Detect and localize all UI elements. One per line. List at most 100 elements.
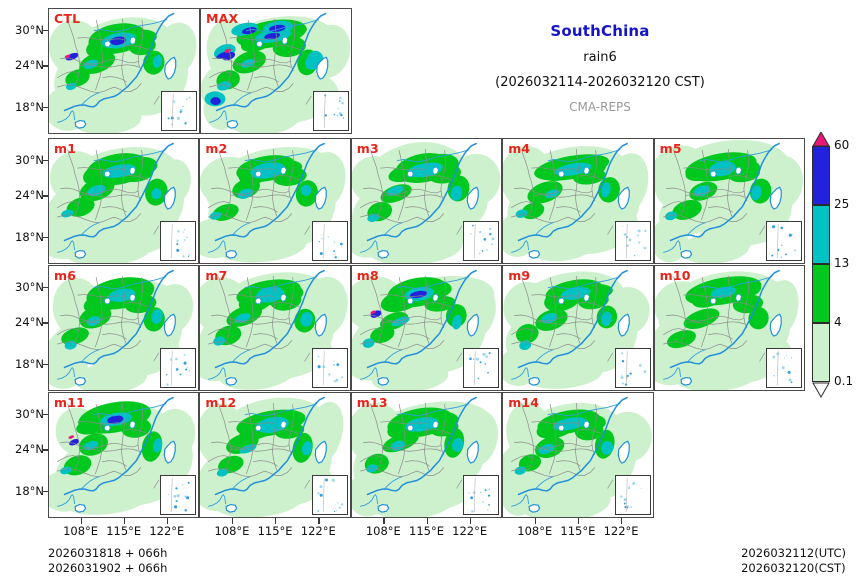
region-title: SouthChina <box>550 22 650 40</box>
panel-m14[interactable]: m14 <box>502 392 654 518</box>
south-sea-inset <box>160 221 197 261</box>
y-axis-tick-label: 18°N <box>15 229 44 244</box>
footer-left-line2: 2026031902 + 066h <box>48 561 168 575</box>
precip-map <box>200 396 344 517</box>
precip-map <box>49 142 191 263</box>
y-axis-tick-label: 24°N <box>15 442 44 457</box>
y-axis-tick <box>42 236 48 239</box>
precip-map <box>503 142 649 262</box>
panel-m13[interactable]: m13 <box>350 392 503 518</box>
y-axis-tick-label: 30°N <box>15 153 44 168</box>
x-axis-tick <box>577 518 580 524</box>
x-axis-tick <box>123 518 125 524</box>
x-axis-tick <box>231 518 234 524</box>
panel-m7[interactable]: m7 <box>199 265 351 391</box>
y-axis-tick <box>42 363 48 366</box>
panel-m2[interactable]: m2 <box>199 138 351 264</box>
x-axis-tick-label: 108°E <box>517 524 553 538</box>
south-sea-inset <box>160 348 197 388</box>
panel-label: m10 <box>659 268 691 283</box>
x-axis-tick <box>426 518 428 524</box>
colorbar-tick-label: 0.1 <box>834 374 854 388</box>
panel-m10[interactable]: m10 <box>653 265 805 391</box>
south-sea-inset <box>614 221 651 261</box>
panel-label: m9 <box>508 268 531 283</box>
south-sea-inset <box>161 91 197 131</box>
panel-m3[interactable]: m3 <box>350 138 503 264</box>
x-axis-tick-label: 122°E <box>149 524 185 538</box>
panel-label: m5 <box>659 141 682 156</box>
south-sea-inset <box>463 475 500 515</box>
colorbar-tick-label: 25 <box>834 197 850 211</box>
panel-m5[interactable]: m5 <box>653 138 805 264</box>
panel-m9[interactable]: m9 <box>502 265 654 391</box>
y-axis-tick-label: 30°N <box>15 23 44 38</box>
x-axis-tick-label: 115°E <box>409 524 444 538</box>
panel-m1[interactable]: m1 <box>48 138 200 264</box>
panel-m11[interactable]: m11 <box>48 392 200 518</box>
south-sea-inset <box>463 348 500 388</box>
panel-label: m2 <box>205 141 228 156</box>
footer-left: 2026031818 + 066h 2026031902 + 066h <box>48 546 167 576</box>
panel-m8[interactable]: m8 <box>350 265 503 391</box>
x-axis-tick-label: 108°E <box>63 524 99 538</box>
footer-right-line1: 2026032112(UTC) <box>741 546 846 560</box>
south-sea-inset <box>313 91 349 131</box>
y-axis-tick <box>42 65 48 67</box>
colorbar-tick-label: 4 <box>834 315 842 329</box>
panel-label: m1 <box>54 141 77 156</box>
south-sea-inset <box>311 348 348 388</box>
y-axis-tick-label: 30°N <box>15 280 44 295</box>
panel-label: m8 <box>356 268 379 283</box>
footer-right-line2: 2026032120(CST) <box>741 561 846 575</box>
precip-map <box>49 396 196 515</box>
x-axis-tick-label: 108°E <box>365 524 401 538</box>
south-sea-inset <box>614 348 651 388</box>
colorbar-under-arrow <box>812 382 830 399</box>
x-axis-tick <box>166 518 169 524</box>
panel-m4[interactable]: m4 <box>502 138 654 264</box>
x-axis-tick <box>275 518 277 524</box>
model-title: CMA-REPS <box>569 100 631 114</box>
south-sea-inset <box>311 475 348 515</box>
y-axis-tick-label: 30°N <box>15 407 44 422</box>
x-axis-tick <box>318 518 320 524</box>
south-sea-inset <box>765 221 802 261</box>
x-axis-tick <box>383 518 385 524</box>
y-axis-tick-label: 24°N <box>15 315 44 330</box>
precip-map <box>351 269 496 390</box>
colorbar-segment <box>812 264 830 323</box>
y-axis-tick <box>42 322 48 324</box>
panel-label: CTL <box>54 11 81 26</box>
title-block: SouthChina rain6 (2026032114-2026032120 … <box>430 22 770 114</box>
south-sea-inset <box>311 221 348 261</box>
colorbar-segment <box>812 205 830 264</box>
precip-map <box>351 142 501 263</box>
panel-max[interactable]: MAX <box>200 8 352 134</box>
colorbar-segment <box>812 146 830 205</box>
precip-map <box>654 139 803 263</box>
south-sea-inset <box>463 221 500 261</box>
panel-m12[interactable]: m12 <box>199 392 351 518</box>
precip-map <box>351 396 498 517</box>
y-axis-tick-label: 18°N <box>15 356 44 371</box>
panel-label: m7 <box>205 268 228 283</box>
y-axis-tick <box>42 30 48 32</box>
precip-map <box>201 12 351 133</box>
y-axis-tick <box>42 106 48 109</box>
colorbar-tick-label: 13 <box>834 256 850 270</box>
panel-m6[interactable]: m6 <box>48 265 200 391</box>
x-axis-tick-label: 115°E <box>257 524 293 538</box>
panel-label: m4 <box>508 141 531 156</box>
panel-label: m11 <box>54 395 86 410</box>
period-title: (2026032114-2026032120 CST) <box>495 75 705 90</box>
y-axis-tick-label: 24°N <box>15 188 44 203</box>
panel-label: m14 <box>508 395 540 410</box>
variable-title: rain6 <box>583 50 617 65</box>
x-axis-tick <box>469 518 471 524</box>
x-axis-tick <box>621 518 623 524</box>
panel-label: m3 <box>356 141 379 156</box>
panel-ctl[interactable]: CTL <box>48 8 200 134</box>
south-sea-inset <box>765 348 802 388</box>
precip-map <box>200 142 346 263</box>
